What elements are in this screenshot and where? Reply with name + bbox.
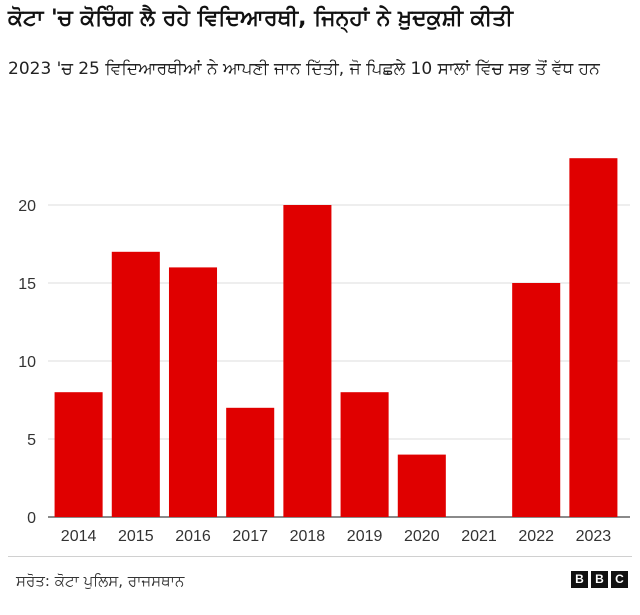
x-tick-label: 2021 <box>461 528 497 545</box>
y-tick-label: 15 <box>18 276 36 293</box>
bar-2023 <box>569 158 618 517</box>
x-tick-label: 2017 <box>232 528 268 545</box>
bar-2017 <box>226 407 275 517</box>
x-tick-label: 2022 <box>518 528 554 545</box>
bar-2014 <box>54 392 103 517</box>
x-tick-label: 2014 <box>61 528 97 545</box>
x-tick-label: 2015 <box>118 528 154 545</box>
source-note: ਸਰੋਤ: ਕੋਟਾ ਪੁਲਿਸ, ਰਾਜਸਥਾਨ <box>16 572 185 590</box>
logo-letter: B <box>591 571 608 588</box>
x-tick-label: 2020 <box>404 528 440 545</box>
x-tick-label: 2023 <box>576 528 612 545</box>
footer-divider <box>8 556 632 557</box>
logo-letter: B <box>571 571 588 588</box>
y-axis-ticks: 0 5 10 15 20 <box>18 198 36 527</box>
chart-subtitle: 2023 'ਚ 25 ਵਿਦਿਆਰਥੀਆਂ ਨੇ ਆਪਣੀ ਜਾਨ ਦਿੱਤੀ,… <box>8 59 600 79</box>
bbc-logo: B B C <box>571 571 628 588</box>
y-tick-label: 10 <box>18 354 36 371</box>
bar-2015 <box>111 251 160 518</box>
bar-2022 <box>512 283 561 517</box>
bar-chart: 0 5 10 15 20 2014 2015 2016 2017 2018 2019 2020 202… <box>18 158 630 545</box>
bar-2019 <box>340 392 389 517</box>
x-tick-label: 2018 <box>290 528 326 545</box>
logo-letter: C <box>611 571 628 588</box>
bar-2020 <box>397 454 446 517</box>
x-axis-ticks: 2014 2015 2016 2017 2018 2019 2020 2021 2022 2023 <box>61 528 611 545</box>
y-tick-label: 5 <box>27 432 36 449</box>
x-tick-label: 2019 <box>347 528 383 545</box>
bar-2016 <box>168 267 218 517</box>
y-tick-label: 0 <box>27 510 36 527</box>
x-tick-label: 2016 <box>175 528 211 545</box>
bar-2018 <box>283 205 332 517</box>
y-tick-label: 20 <box>18 198 36 215</box>
bars <box>54 158 618 518</box>
chart-title: ਕੋਟਾ 'ਚ ਕੋਚਿੰਗ ਲੈ ਰਹੇ ਵਿਦਿਆਰਥੀ, ਜਿਨ੍ਹਾਂ … <box>8 6 513 31</box>
